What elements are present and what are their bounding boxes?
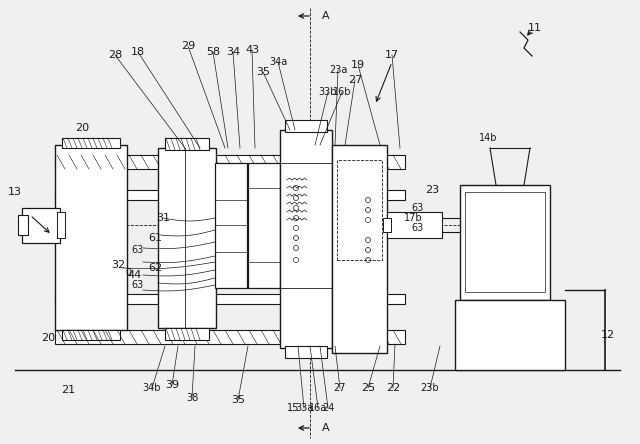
Text: 16b: 16b bbox=[333, 87, 351, 97]
Text: 63: 63 bbox=[412, 223, 424, 233]
Text: 20: 20 bbox=[41, 333, 55, 343]
Bar bbox=[55, 190, 405, 200]
Text: 24: 24 bbox=[322, 403, 334, 413]
Bar bbox=[455, 300, 565, 370]
Bar bbox=[285, 346, 327, 358]
Bar bbox=[165, 138, 209, 150]
Text: 29: 29 bbox=[181, 41, 195, 51]
Text: 20: 20 bbox=[75, 123, 89, 133]
Text: 34a: 34a bbox=[269, 57, 287, 67]
Bar bbox=[337, 160, 382, 260]
Text: 39: 39 bbox=[165, 380, 179, 390]
Text: A: A bbox=[322, 11, 330, 21]
Text: 35: 35 bbox=[256, 67, 270, 77]
Text: A: A bbox=[322, 423, 330, 433]
Text: 15: 15 bbox=[287, 403, 299, 413]
Text: 38: 38 bbox=[186, 393, 198, 403]
Text: 34: 34 bbox=[226, 47, 240, 57]
Text: 62: 62 bbox=[148, 263, 162, 273]
Text: 63: 63 bbox=[132, 245, 144, 255]
Text: 35: 35 bbox=[231, 395, 245, 405]
Text: 23a: 23a bbox=[329, 65, 347, 75]
Text: 63: 63 bbox=[132, 280, 144, 290]
Text: 12: 12 bbox=[601, 330, 615, 340]
Text: 14b: 14b bbox=[479, 133, 497, 143]
Text: 23: 23 bbox=[425, 185, 439, 195]
Text: 11: 11 bbox=[528, 23, 542, 33]
Bar bbox=[215, 163, 247, 288]
Text: 44: 44 bbox=[128, 270, 142, 280]
Text: 28: 28 bbox=[108, 50, 122, 60]
Text: 17: 17 bbox=[385, 50, 399, 60]
Bar bbox=[465, 192, 545, 292]
Bar bbox=[280, 130, 332, 348]
Bar bbox=[55, 330, 405, 344]
Text: 21: 21 bbox=[61, 385, 75, 395]
Text: 22: 22 bbox=[386, 383, 400, 393]
Text: 31: 31 bbox=[156, 213, 170, 223]
Bar bbox=[62, 138, 120, 148]
Bar bbox=[55, 145, 127, 330]
Text: 27: 27 bbox=[348, 75, 362, 85]
Text: 61: 61 bbox=[148, 233, 162, 243]
Text: 16a: 16a bbox=[309, 403, 327, 413]
Text: 63: 63 bbox=[412, 203, 424, 213]
Text: 33a: 33a bbox=[295, 403, 313, 413]
Text: 32: 32 bbox=[111, 260, 125, 270]
Bar bbox=[285, 120, 327, 132]
Text: 17b: 17b bbox=[404, 213, 422, 223]
Text: 34b: 34b bbox=[143, 383, 161, 393]
Text: 19: 19 bbox=[351, 60, 365, 70]
Bar bbox=[460, 185, 550, 300]
Bar bbox=[62, 330, 120, 340]
Text: 43: 43 bbox=[245, 45, 259, 55]
Bar bbox=[387, 212, 442, 238]
Text: 27: 27 bbox=[333, 383, 346, 393]
Text: 18: 18 bbox=[131, 47, 145, 57]
Bar bbox=[18, 215, 28, 235]
Text: 33b: 33b bbox=[319, 87, 337, 97]
Text: 23b: 23b bbox=[420, 383, 439, 393]
Bar bbox=[383, 218, 391, 232]
Text: 0: 0 bbox=[125, 268, 131, 278]
Bar bbox=[22, 208, 60, 243]
Bar bbox=[55, 294, 405, 304]
Bar bbox=[55, 155, 405, 169]
Bar bbox=[332, 145, 387, 353]
Text: 25: 25 bbox=[361, 383, 375, 393]
Bar bbox=[158, 148, 216, 328]
Text: 13: 13 bbox=[8, 187, 22, 197]
Bar bbox=[57, 212, 65, 238]
Text: 58: 58 bbox=[206, 47, 220, 57]
Bar bbox=[165, 328, 209, 340]
Bar bbox=[248, 163, 280, 288]
